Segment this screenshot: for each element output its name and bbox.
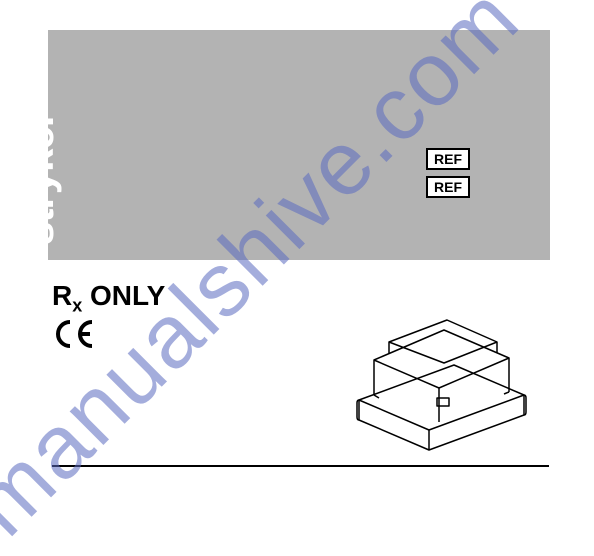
logo-text: stryker (15, 112, 62, 245)
ce-mark (52, 318, 97, 358)
rx-r: R (52, 280, 72, 311)
rx-only-label: Rx ONLY (52, 280, 165, 317)
divider-line (52, 465, 549, 467)
ref-badge-1: REF (426, 148, 470, 170)
ref-container: REF REF (426, 148, 470, 204)
header-panel: stryker® REF REF (48, 30, 550, 260)
rx-sub: x (72, 296, 82, 316)
battery-illustration (329, 300, 549, 460)
rx-only-text: ONLY (82, 280, 165, 311)
registered-mark: ® (25, 101, 42, 112)
stryker-logo: stryker® (15, 101, 63, 245)
ref-badge-2: REF (426, 176, 470, 198)
